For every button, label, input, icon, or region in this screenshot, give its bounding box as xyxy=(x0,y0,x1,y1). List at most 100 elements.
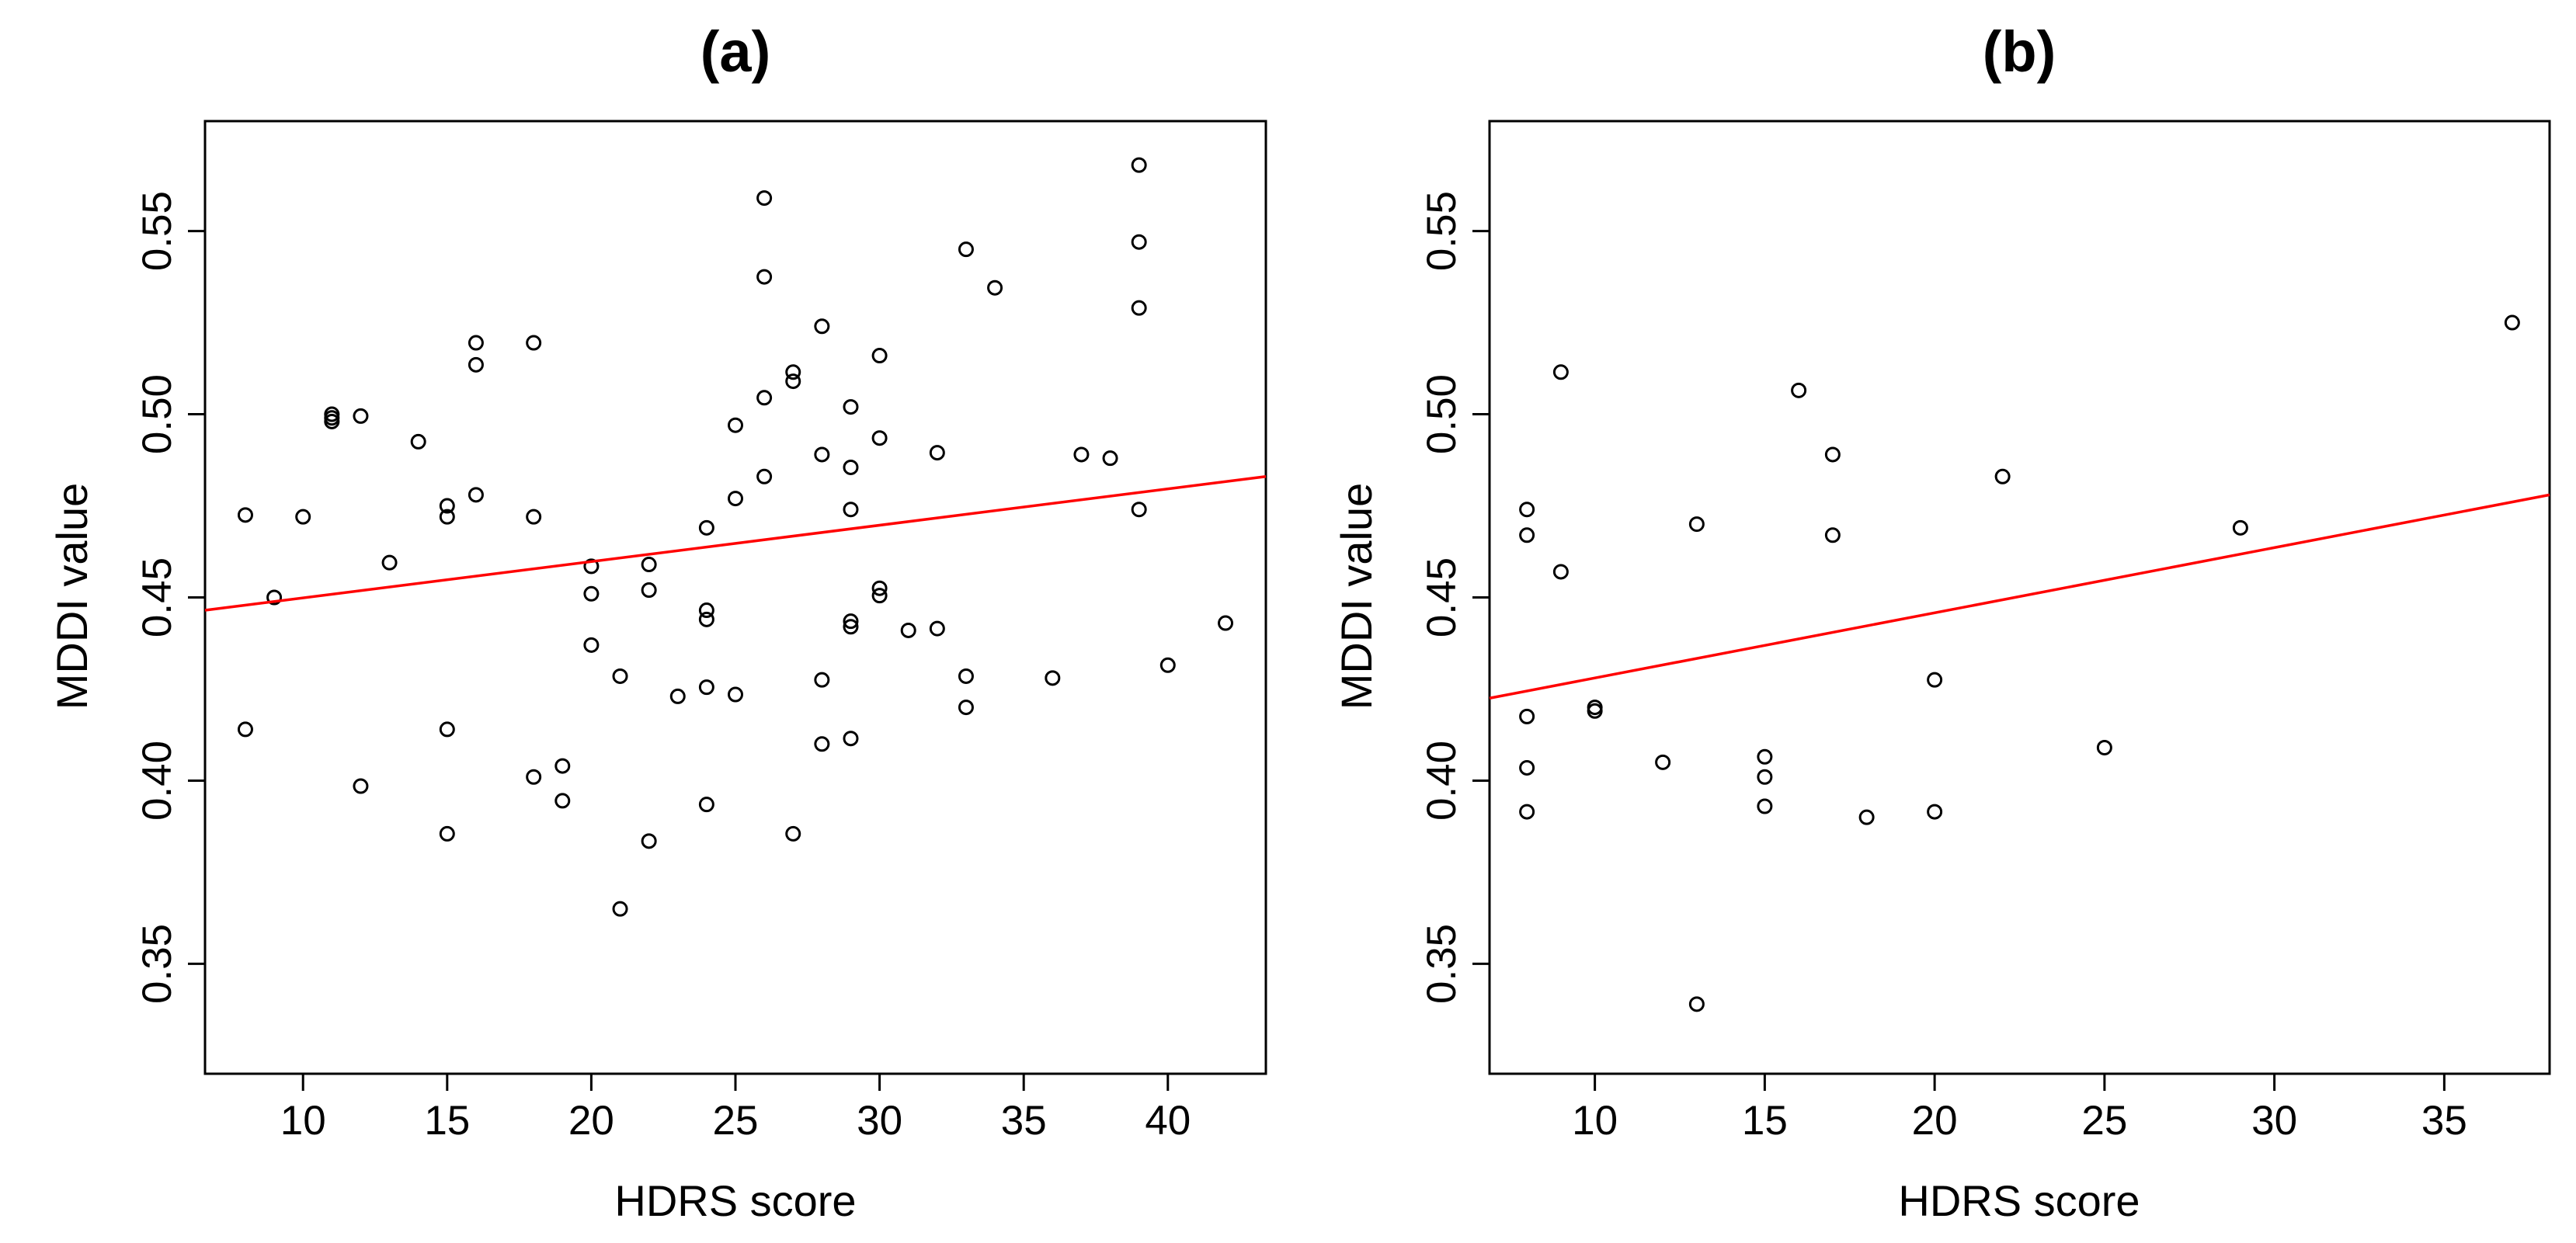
panel-b-data-point xyxy=(1519,502,1535,518)
panel-a-data-point xyxy=(698,679,714,696)
panel-a-data-point xyxy=(641,833,657,849)
panel-a-data-point xyxy=(439,509,455,525)
panel-a-data-point xyxy=(526,335,542,351)
panel-a-data-point xyxy=(410,433,426,450)
panel-a-data-point xyxy=(1102,450,1118,467)
panel-b-x-tick-label: 25 xyxy=(2081,1098,2127,1144)
panel-a-data-point xyxy=(843,399,859,415)
panel-b-x-tick-label: 35 xyxy=(2421,1098,2467,1144)
panel-b-x-tick-label: 30 xyxy=(2251,1098,2297,1144)
panel-a-title: (a) xyxy=(700,19,770,84)
panel-b-data-point xyxy=(1824,446,1841,463)
panel-a-data-point xyxy=(1073,446,1090,463)
panel-a-data-point xyxy=(1131,157,1147,173)
panel-a-data-point xyxy=(353,778,369,794)
panel-a-data-point xyxy=(526,509,542,525)
panel-a-data-point xyxy=(641,557,657,573)
panel-a-x-tick-label: 10 xyxy=(280,1098,326,1144)
panel-b-data-point xyxy=(1824,527,1841,543)
panel-a-data-point xyxy=(871,580,888,596)
panel-b-data-point xyxy=(1688,516,1705,533)
panel-b-x-tick-label: 10 xyxy=(1572,1098,1618,1144)
panel-a-data-point xyxy=(439,721,455,738)
panel-b-data-point xyxy=(1655,754,1671,770)
panel-a-x-tick-label: 20 xyxy=(568,1098,614,1144)
panel-b-data-point xyxy=(1757,748,1773,765)
panel-a-data-point xyxy=(1218,615,1234,631)
panel-a-x-tick-label: 15 xyxy=(424,1098,470,1144)
panel-a-data-point xyxy=(1045,670,1061,686)
panel-b-data-point xyxy=(1927,804,1943,820)
panel-b-data-point xyxy=(1994,468,2011,484)
panel-b-data-point xyxy=(1688,996,1705,1012)
panel-a-data-point xyxy=(1159,657,1176,673)
panel-a-data-point xyxy=(728,491,743,507)
panel-a-data-point xyxy=(266,589,283,606)
panel-b-data-point xyxy=(1858,809,1875,825)
panel-b-data-point xyxy=(1519,708,1535,724)
panel-a-x-tick-label: 25 xyxy=(713,1098,759,1144)
panel-a-data-point xyxy=(1131,234,1147,250)
panel-a-data-point xyxy=(785,364,801,380)
panel-b-data-point xyxy=(1791,382,1807,398)
panel-b: (b) HDRS score MDDI value 10 15 20 25 30 35 0.… xyxy=(1332,19,2551,1225)
panel-a-data-point xyxy=(814,446,830,463)
panel-a-data-point xyxy=(756,269,773,285)
panel-a-data-point xyxy=(958,700,974,716)
panel-a-data-point xyxy=(583,637,600,653)
panel-a-data-point xyxy=(583,558,600,575)
panel-a-regression-line xyxy=(204,475,1267,612)
panel-a-x-tick-label: 40 xyxy=(1145,1098,1191,1144)
panel-b-data-point xyxy=(1519,759,1535,776)
panel-a-data-point xyxy=(843,502,859,518)
panel-b-title: (b) xyxy=(1983,19,2056,84)
panel-b-y-tick-label: 0.55 xyxy=(1419,191,1465,271)
panel-a-data-point xyxy=(295,509,311,525)
panel-a-data-point xyxy=(698,797,714,813)
panel-b-data-point xyxy=(1757,769,1773,785)
panel-a-x-axis-label: HDRS score xyxy=(614,1176,856,1225)
panel-a-data-point xyxy=(554,793,571,809)
panel-a-data-point xyxy=(324,413,340,429)
panel-b-x-tick-label: 20 xyxy=(1912,1098,1958,1144)
panel-a-data-point xyxy=(929,620,945,637)
panel-a-y-tick-label: 0.40 xyxy=(134,741,180,821)
panel-a-data-point xyxy=(641,582,657,599)
panel-b-x-axis-label: HDRS score xyxy=(1898,1176,2140,1225)
panel-a-data-point xyxy=(698,519,714,536)
panel-a-data-point xyxy=(698,611,714,627)
panel-a-data-point xyxy=(814,736,830,752)
panel-a-data-point xyxy=(237,507,253,523)
panel-a-x-tick-label: 35 xyxy=(1001,1098,1047,1144)
panel-a-data-point xyxy=(929,445,945,461)
panel-b-y-tick-label: 0.50 xyxy=(1419,374,1465,454)
panel-a-data-point xyxy=(669,688,686,704)
panel-b-y-tick-label: 0.35 xyxy=(1419,924,1465,1004)
panel-a-data-point xyxy=(468,487,484,503)
panel-a-data-point xyxy=(381,554,398,571)
panel-a-data-point xyxy=(843,619,859,635)
panel-a-data-point xyxy=(353,408,369,424)
panel-b-data-point xyxy=(1519,804,1535,820)
panel-b-data-point xyxy=(1519,527,1535,543)
panel-b-regression-line xyxy=(1489,493,2550,700)
panel-a-data-point xyxy=(958,668,974,684)
panel-a-data-point xyxy=(871,348,888,364)
panel-a-data-point xyxy=(1131,300,1147,316)
panel-a-data-point xyxy=(756,390,773,406)
panel-b-data-point xyxy=(1552,364,1569,380)
panel-a-data-point xyxy=(583,585,600,602)
panel-a-y-tick-label: 0.45 xyxy=(134,557,180,637)
panel-b-data-point xyxy=(1587,703,1603,719)
panel-a-data-point xyxy=(958,241,974,258)
panel-b-data-point xyxy=(1757,798,1773,814)
panel-a-data-point xyxy=(468,335,484,351)
panel-a-data-point xyxy=(526,769,542,785)
panel-a-data-point xyxy=(785,373,801,390)
panel-a-data-point xyxy=(1131,502,1147,518)
panel-b-y-tick-label: 0.40 xyxy=(1419,741,1465,821)
panel-b-data-point xyxy=(2096,739,2112,755)
panel-b-data-point xyxy=(1927,672,1943,688)
